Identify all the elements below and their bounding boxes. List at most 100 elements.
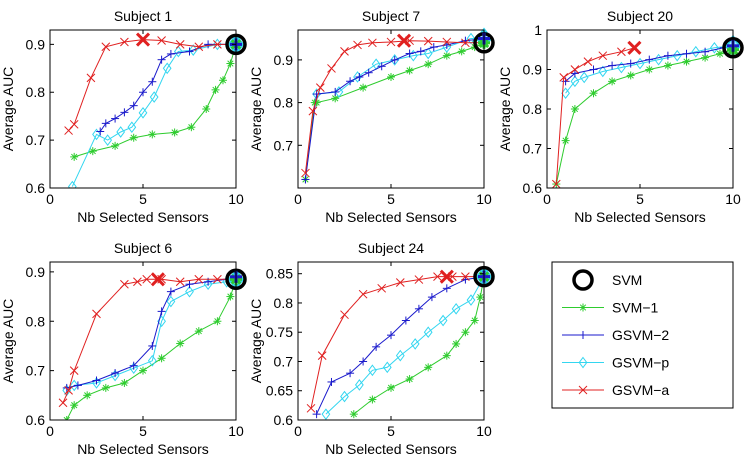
data-point-gsvm-2 (427, 293, 436, 302)
data-point-gsvm-a (377, 283, 387, 293)
legend-marker-gsvm-2 (579, 331, 587, 339)
legend: SVM SVM−1 GSVM−2 GSVM−p GSVM−a (551, 261, 734, 409)
data-point-gsvm-a (120, 279, 129, 289)
data-point-gsvm-a (433, 272, 442, 281)
y-axis-label: Average AUC (497, 67, 513, 152)
data-point-gsvm-p (185, 285, 194, 298)
y-axis-label: Average AUC (0, 67, 16, 152)
chart-title: Subject 24 (358, 240, 424, 256)
data-point-svm-1 (111, 141, 120, 150)
y-tick-label: 0.7 (26, 132, 46, 148)
data-point-svm-1 (194, 327, 203, 336)
data-point-gsvm-2 (185, 280, 194, 289)
data-point-gsvm-p (69, 379, 79, 392)
highlight-marker-gsvm-a (396, 33, 412, 48)
y-tick-label: 0.7 (523, 141, 543, 157)
data-point-gsvm-p (691, 45, 701, 58)
data-point-svm-1 (157, 354, 166, 363)
data-point-gsvm-p (368, 364, 377, 377)
data-point-svm-1 (218, 76, 227, 85)
data-point-svm-1 (170, 128, 179, 137)
data-point-gsvm-2 (364, 68, 373, 77)
data-point-gsvm-p (162, 62, 172, 75)
data-point-gsvm-a (414, 275, 424, 284)
chart-title: Subject 20 (607, 8, 673, 24)
data-point-svm-1 (62, 416, 71, 420)
data-point-gsvm-p (103, 134, 113, 146)
data-point-gsvm-2 (346, 77, 355, 86)
data-point-gsvm-a (175, 40, 185, 49)
data-point-svm-1 (213, 317, 222, 326)
data-point-gsvm-p (92, 128, 101, 141)
plot-area (298, 262, 484, 420)
data-point-svm-1 (368, 395, 377, 404)
data-point-svm-1 (715, 49, 724, 58)
data-point-gsvm-2 (589, 65, 598, 74)
data-point-gsvm-2 (645, 55, 654, 64)
highlight-marker-gsvm-a (439, 269, 454, 284)
data-point-svm-1 (457, 47, 466, 56)
data-point-gsvm-p (423, 326, 433, 339)
x-tick-label: 5 (139, 191, 147, 207)
y-tick-label: 1 (534, 22, 542, 38)
y-tick-label: 0.7 (26, 363, 46, 379)
data-point-gsvm-a (64, 386, 73, 395)
series-line-gsvm-a (62, 278, 236, 403)
data-point-gsvm-2 (663, 51, 672, 60)
y-tick-label: 0.9 (523, 62, 543, 78)
data-point-gsvm-2 (401, 316, 410, 325)
series-line-svm-1 (555, 49, 733, 185)
data-point-svm-1 (589, 89, 598, 98)
data-point-gsvm-2 (148, 77, 157, 86)
data-point-gsvm-p (390, 54, 400, 66)
series-line-gsvm-2 (316, 276, 484, 415)
data-point-gsvm-2 (73, 381, 82, 390)
x-tick-label: 0 (294, 191, 302, 207)
data-point-gsvm-a (142, 274, 152, 284)
data-point-gsvm-2 (701, 47, 710, 56)
y-tick-label: 0.65 (266, 383, 293, 399)
x-tick-label: 10 (228, 423, 244, 439)
subplot-subject-6: 0 5 10 0.6 0.7 0.8 0.9 Subject 6 Nb Selected Sen… (0, 240, 247, 457)
data-point-gsvm-a (194, 274, 204, 284)
x-tick-label: 0 (543, 191, 551, 207)
data-point-svm-1 (387, 72, 395, 81)
data-point-gsvm-2 (96, 127, 105, 136)
data-point-svm-1 (211, 85, 220, 94)
subplot-subject-1: 0 5 10 0.6 0.7 0.8 0.9 Subject 1 Nb Selected Sen… (0, 8, 247, 225)
y-tick-label: 0.9 (274, 52, 294, 68)
data-point-gsvm-a (58, 398, 68, 408)
x-tick-label: 5 (387, 191, 395, 207)
data-point-gsvm-a (157, 36, 166, 45)
series-line-gsvm-p (71, 43, 236, 187)
data-point-gsvm-a (92, 309, 101, 319)
data-point-gsvm-p (188, 44, 198, 56)
x-axis-label: Nb Selected Sensors (77, 441, 209, 457)
x-axis-label: Nb Selected Sensors (574, 209, 706, 225)
data-point-svm-1 (187, 123, 196, 132)
data-point-gsvm-p (598, 65, 608, 78)
plot-area (298, 30, 484, 188)
legend-entry-gsvm-p: GSVM−p (562, 355, 669, 371)
data-point-gsvm-2 (405, 49, 414, 58)
data-point-gsvm-p (321, 408, 331, 420)
data-point-gsvm-p (438, 314, 448, 327)
legend-box (551, 261, 734, 409)
x-axis-label: Nb Selected Sensors (77, 209, 209, 225)
data-point-svm-1 (226, 292, 235, 301)
data-point-gsvm-a (213, 40, 222, 49)
data-point-gsvm-2 (570, 69, 579, 78)
data-point-gsvm-p (710, 41, 719, 54)
data-point-gsvm-2 (111, 114, 120, 123)
data-point-svm-1 (663, 61, 672, 70)
data-point-svm-1 (202, 105, 211, 113)
x-tick-label: 5 (636, 191, 644, 207)
highlight-marker-gsvm-a (627, 40, 642, 55)
legend-label: GSVM−2 (612, 327, 669, 343)
data-point-gsvm-2 (129, 361, 138, 370)
data-point-gsvm-2 (442, 284, 451, 293)
data-point-svm-1 (682, 57, 691, 66)
data-point-gsvm-2 (346, 369, 355, 378)
data-point-gsvm-2 (387, 331, 395, 340)
